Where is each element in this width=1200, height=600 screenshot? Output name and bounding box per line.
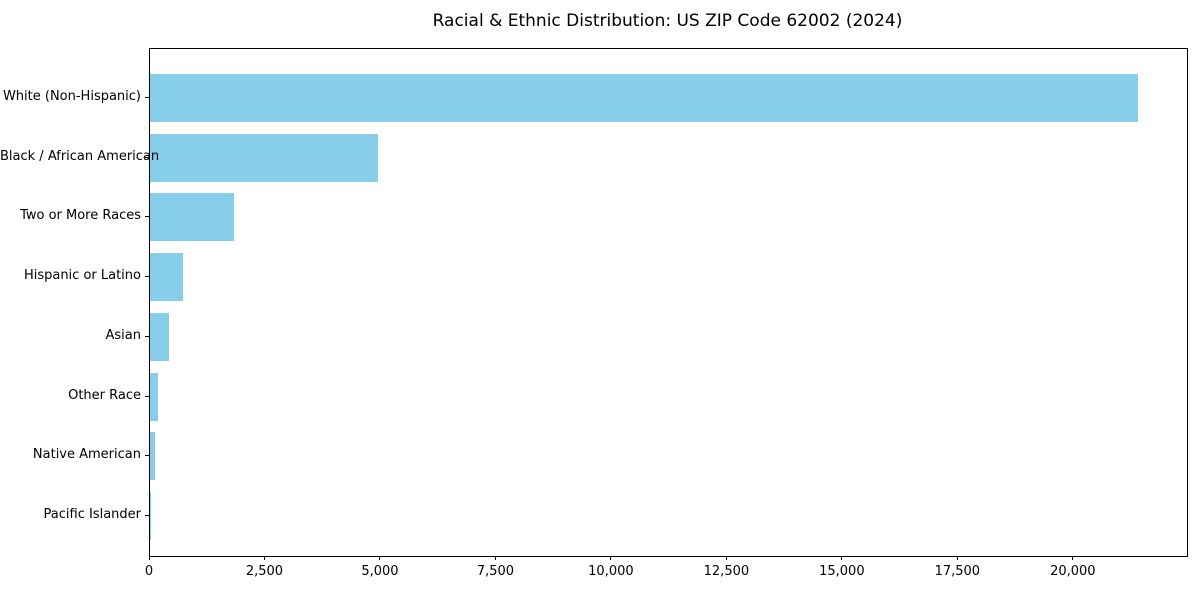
x-tick xyxy=(379,556,381,560)
y-tick xyxy=(145,455,149,457)
chart-title: Racial & Ethnic Distribution: US ZIP Cod… xyxy=(432,11,903,31)
y-tick-label: Pacific Islander xyxy=(43,506,141,522)
y-tick-label: Black / African American xyxy=(0,148,160,164)
x-tick xyxy=(1072,556,1074,560)
x-tick xyxy=(263,556,265,560)
bar xyxy=(150,253,184,302)
x-tick-label: 10,000 xyxy=(588,564,634,579)
y-tick-label: Other Race xyxy=(68,387,141,403)
x-tick xyxy=(725,556,727,560)
y-tick-label: White (Non-Hispanic) xyxy=(2,89,141,104)
bar xyxy=(150,312,169,361)
plot-area xyxy=(149,48,1188,557)
x-tick-label: 20,000 xyxy=(1050,564,1096,579)
x-tick xyxy=(494,556,496,560)
bar xyxy=(150,193,235,242)
y-tick xyxy=(145,395,149,397)
y-tick xyxy=(145,335,149,337)
x-tick-label: 5,000 xyxy=(361,564,399,579)
y-tick xyxy=(145,156,149,158)
y-tick-label: Hispanic or Latino xyxy=(23,268,141,284)
x-tick-label: 12,500 xyxy=(703,564,750,579)
x-tick-label: 0 xyxy=(144,564,154,579)
y-tick xyxy=(145,514,149,516)
y-tick-label: Two or More Races xyxy=(20,208,141,224)
bar xyxy=(150,432,156,481)
x-tick-label: 17,500 xyxy=(934,564,981,579)
x-tick-label: 15,000 xyxy=(819,564,865,579)
x-tick-label: 2,500 xyxy=(245,564,284,579)
y-tick-label: Native American xyxy=(32,447,141,463)
y-tick xyxy=(145,216,149,218)
x-tick-label: 7,500 xyxy=(476,564,515,579)
x-tick xyxy=(148,556,150,560)
bar xyxy=(150,372,159,421)
bar xyxy=(150,133,378,182)
x-tick xyxy=(841,556,843,560)
x-tick xyxy=(610,556,612,560)
y-tick xyxy=(145,97,149,98)
y-tick-label: Asian xyxy=(105,327,141,343)
x-tick xyxy=(956,556,958,560)
y-tick xyxy=(145,276,149,278)
bar xyxy=(150,74,1138,122)
